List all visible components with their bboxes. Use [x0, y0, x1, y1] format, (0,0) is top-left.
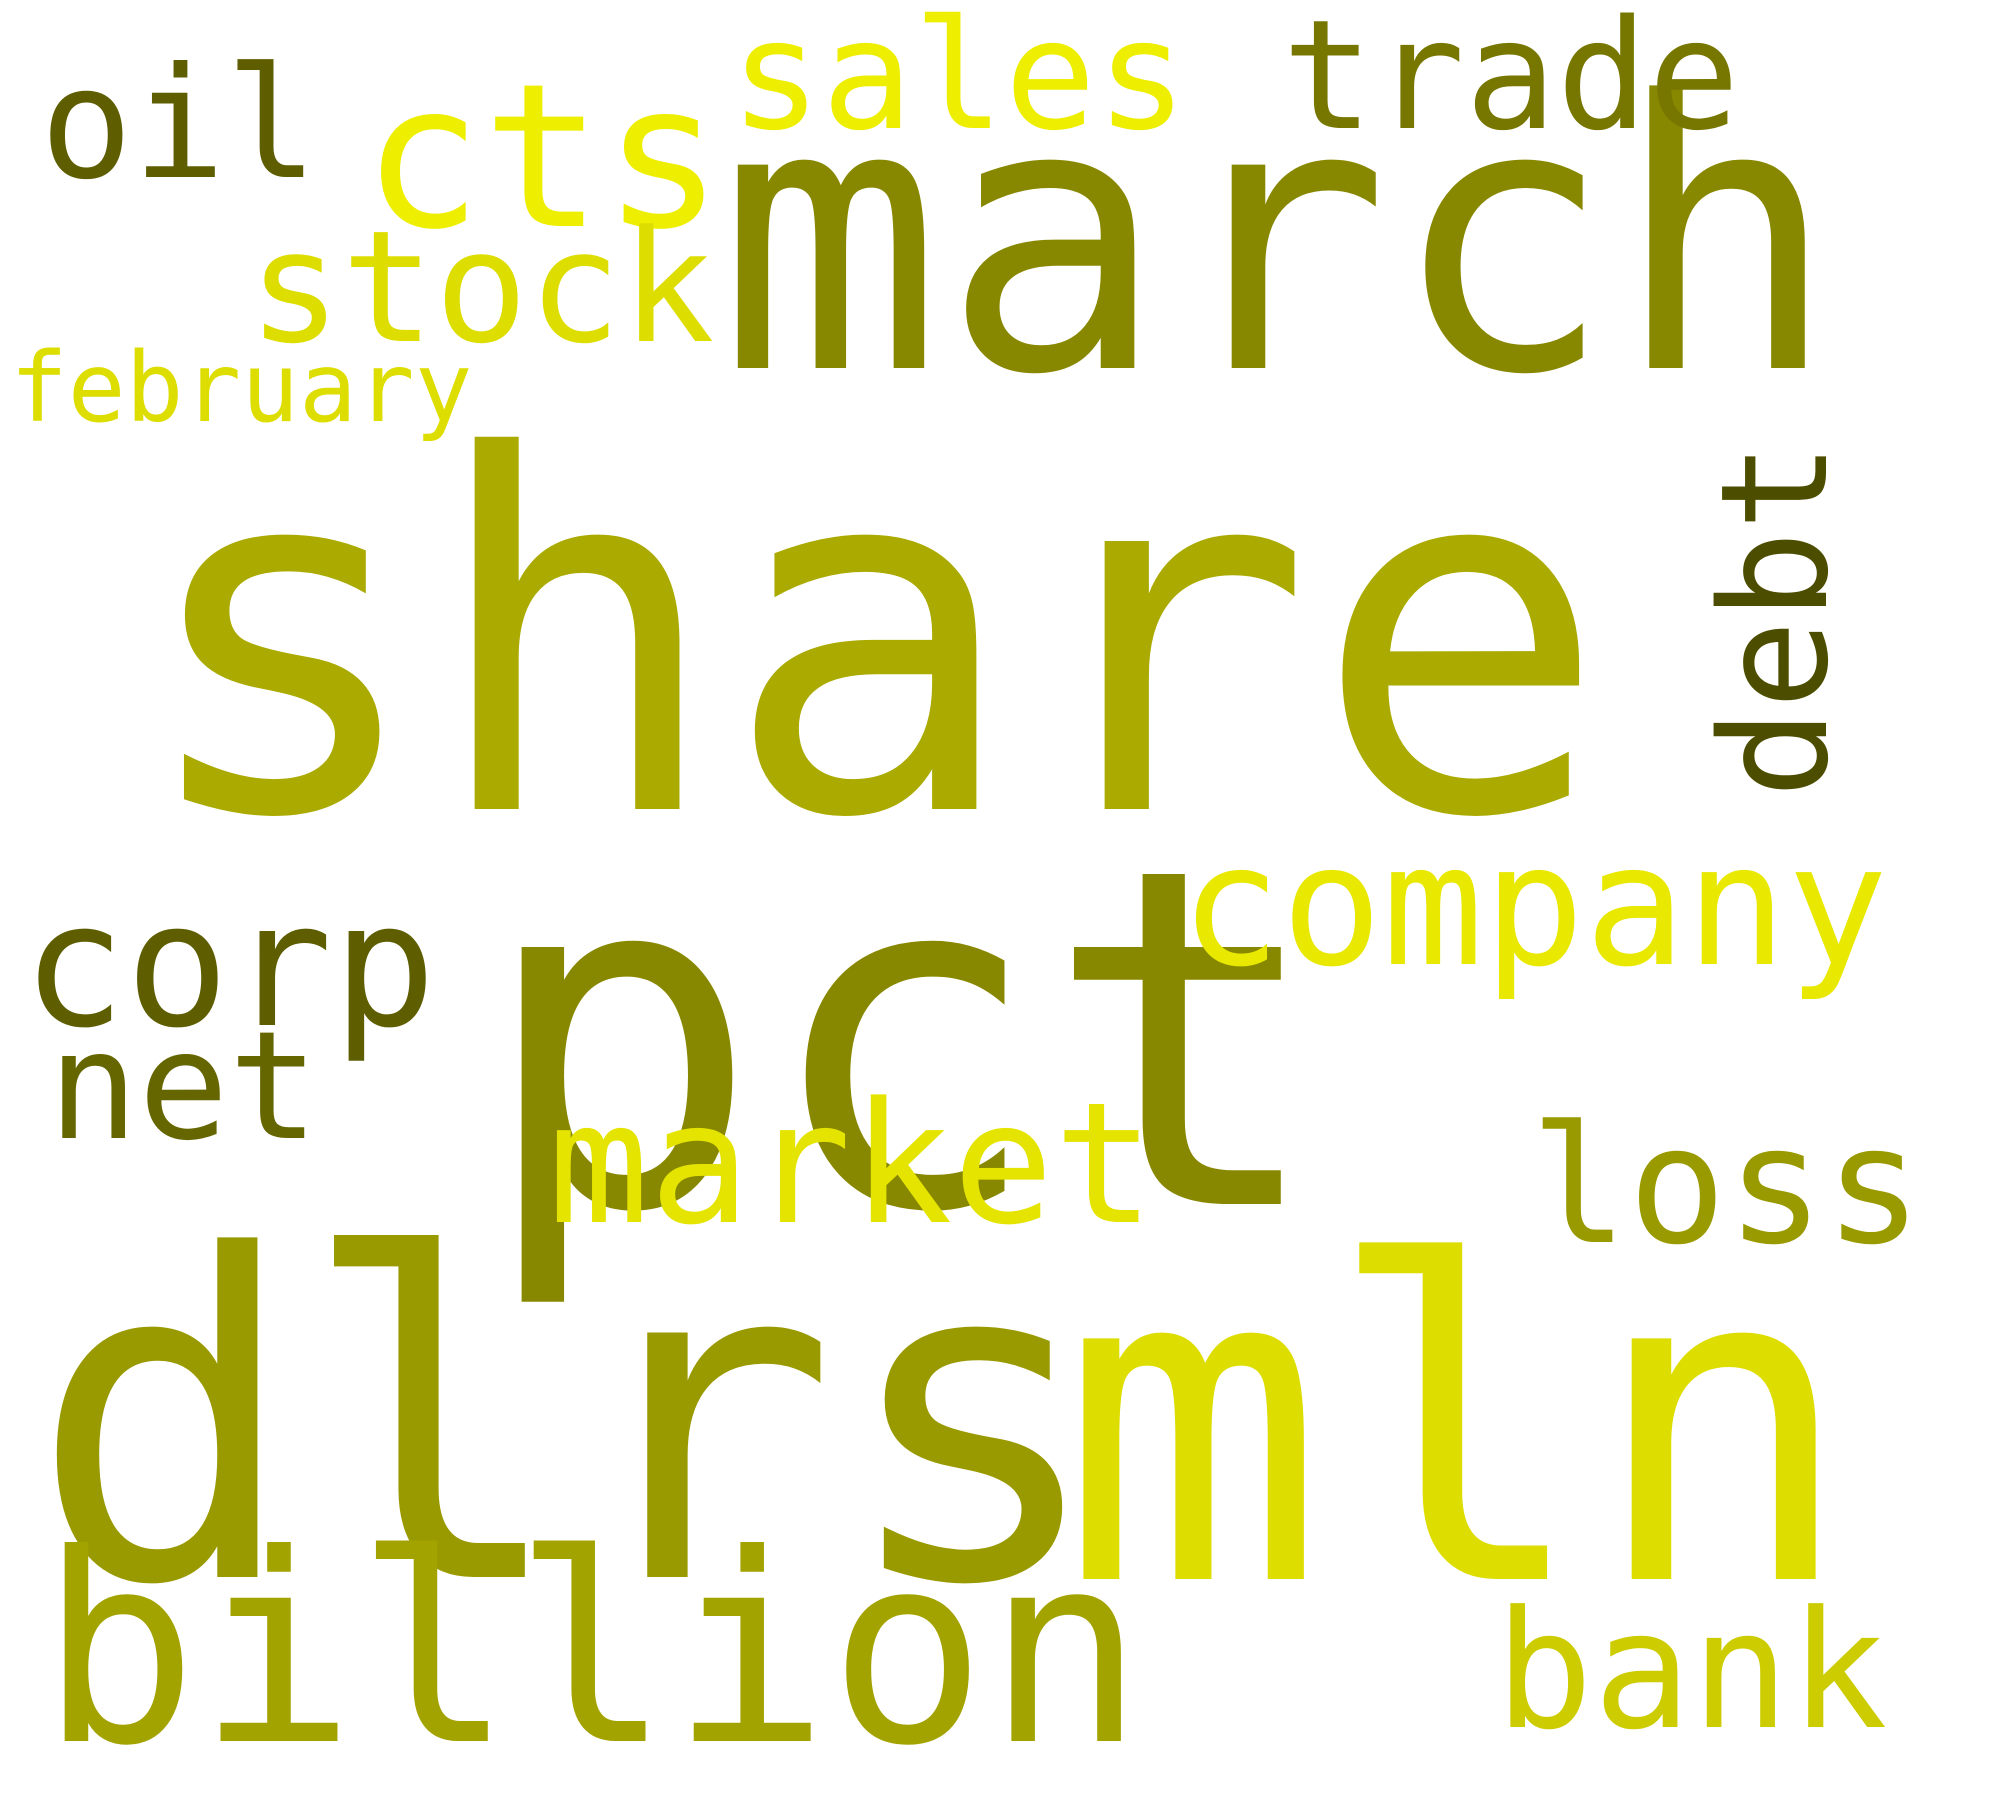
- word-share: share: [133, 354, 1609, 925]
- word-company: company: [1180, 808, 1889, 1004]
- word-mln: mln: [1060, 1171, 1855, 1683]
- word-corp: corp: [22, 865, 437, 1066]
- word-billion: billion: [40, 1498, 1145, 1803]
- word-oil: oil: [40, 35, 319, 214]
- word-market: market: [548, 1066, 1155, 1262]
- word-february: february: [10, 332, 473, 444]
- word-trade: trade: [1282, 0, 1740, 164]
- word-march: march: [718, 23, 1838, 456]
- word-debt: debt: [1689, 441, 1861, 799]
- word-loss: loss: [1530, 1092, 1923, 1281]
- word-pct: pct: [478, 768, 1327, 1315]
- word-sales: sales: [730, 0, 1188, 164]
- word-bank: bank: [1495, 1577, 1888, 1766]
- word-dlrs: dlrs: [30, 1163, 1107, 1683]
- word-net: net: [48, 1000, 319, 1174]
- word-stock: stock: [248, 197, 715, 378]
- word-cts: cts: [362, 41, 724, 274]
